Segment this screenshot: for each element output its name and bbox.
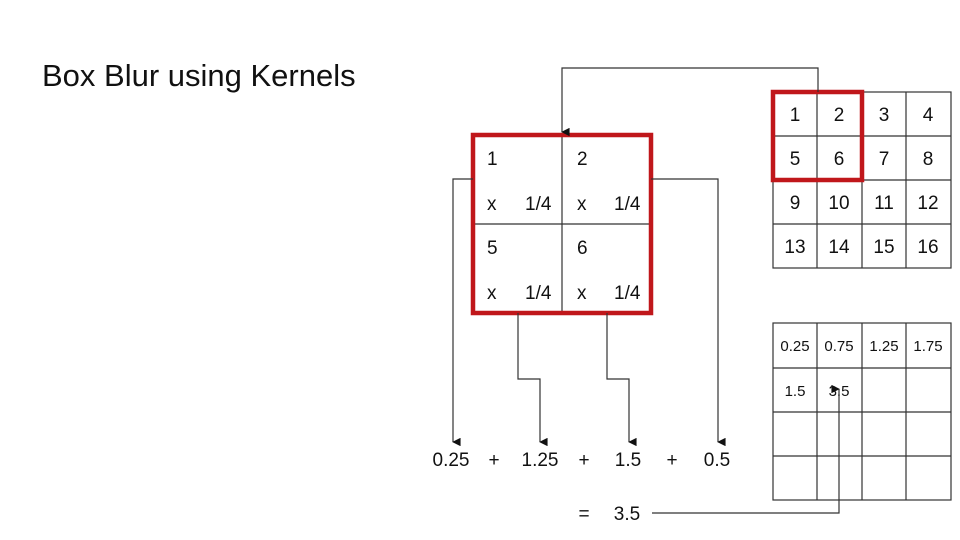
input-cell: 1	[790, 105, 801, 126]
kernel-value: 5	[487, 238, 498, 259]
output-cell: 1.5	[785, 383, 806, 400]
input-cell: 9	[790, 193, 801, 214]
kernel-factor: 1/4	[525, 194, 552, 215]
kernel-box: 1 x 1/4 2 x 1/4 5 x 1/4 6 x 1/4	[470, 132, 654, 316]
slide-title: Box Blur using Kernels	[42, 58, 356, 93]
output-grid: 0.25 0.75 1.25 1.75 1.5 3.5	[772, 322, 952, 501]
kernel-factor: 1/4	[614, 194, 641, 215]
kernel-x: x	[487, 283, 497, 304]
kernel-x: x	[577, 194, 587, 215]
input-cell: 16	[917, 237, 938, 258]
output-cell: 0.25	[780, 338, 809, 355]
term3-arrow	[606, 313, 637, 447]
term1-arrow	[452, 178, 473, 447]
input-cell: 8	[923, 149, 934, 170]
input-cell: 11	[874, 193, 894, 214]
term4-arrow	[651, 178, 726, 447]
plus-sign: +	[666, 450, 677, 471]
sum-result: 3.5	[614, 504, 640, 525]
sum-term: 0.25	[433, 450, 470, 471]
plus-sign: +	[578, 450, 589, 471]
input-cell: 13	[784, 237, 805, 258]
plus-sign: +	[488, 450, 499, 471]
input-cell: 15	[873, 237, 894, 258]
kernel-x: x	[577, 283, 587, 304]
kernel-value: 1	[487, 149, 498, 170]
input-cell: 6	[834, 149, 845, 170]
sum-term: 1.25	[522, 450, 559, 471]
term2-arrow	[517, 313, 548, 447]
input-cell: 5	[790, 149, 801, 170]
sum-term: 0.5	[704, 450, 730, 471]
input-cell: 12	[917, 193, 938, 214]
kernel-value: 2	[577, 149, 588, 170]
input-cell: 2	[834, 105, 845, 126]
result-arrow	[652, 384, 840, 514]
input-to-kernel-arrow	[561, 67, 819, 137]
input-cell: 4	[923, 105, 934, 126]
input-cell: 10	[828, 193, 849, 214]
output-cell: 1.25	[869, 338, 898, 355]
input-cell: 3	[879, 105, 890, 126]
input-cell: 14	[828, 237, 850, 258]
output-cell: 0.75	[824, 338, 853, 355]
kernel-factor: 1/4	[525, 283, 552, 304]
sum-term: 1.5	[615, 450, 641, 471]
kernel-value: 6	[577, 238, 588, 259]
kernel-x: x	[487, 194, 497, 215]
output-cell: 1.75	[913, 338, 942, 355]
input-cell: 7	[879, 149, 890, 170]
kernel-factor: 1/4	[614, 283, 641, 304]
equals-sign: =	[578, 504, 589, 525]
input-grid: 1 2 3 4 5 6 7 8 9 10 11 12 13 14 15 16	[772, 91, 952, 269]
